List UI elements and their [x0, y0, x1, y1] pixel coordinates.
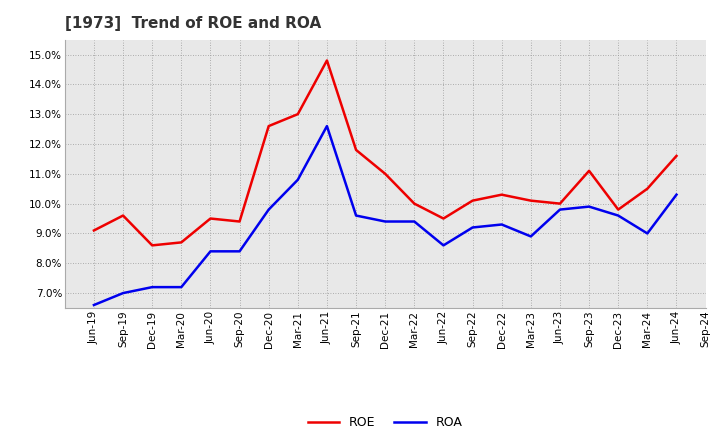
ROA: [119, 290, 127, 296]
ROE: [119, 213, 127, 218]
ROE: [352, 147, 361, 153]
Line: ROE: ROE: [94, 60, 677, 246]
ROA: [410, 219, 418, 224]
ROA: [264, 207, 273, 212]
Text: [1973]  Trend of ROE and ROA: [1973] Trend of ROE and ROA: [65, 16, 321, 32]
ROE: [526, 198, 535, 203]
ROA: [439, 243, 448, 248]
ROA: [468, 225, 477, 230]
ROE: [585, 168, 593, 173]
ROA: [148, 285, 156, 290]
ROE: [235, 219, 244, 224]
ROA: [89, 302, 98, 308]
ROA: [498, 222, 506, 227]
ROA: [643, 231, 652, 236]
ROE: [323, 58, 331, 63]
ROA: [206, 249, 215, 254]
ROE: [294, 111, 302, 117]
ROA: [294, 177, 302, 183]
ROA: [614, 213, 623, 218]
ROA: [526, 234, 535, 239]
ROE: [643, 186, 652, 191]
ROA: [323, 124, 331, 129]
ROE: [672, 153, 681, 158]
Line: ROA: ROA: [94, 126, 677, 305]
ROE: [206, 216, 215, 221]
ROA: [235, 249, 244, 254]
ROA: [672, 192, 681, 197]
ROA: [177, 285, 186, 290]
ROE: [148, 243, 156, 248]
ROE: [89, 228, 98, 233]
ROE: [410, 201, 418, 206]
ROE: [439, 216, 448, 221]
ROE: [614, 207, 623, 212]
ROE: [468, 198, 477, 203]
ROE: [177, 240, 186, 245]
ROA: [352, 213, 361, 218]
ROE: [264, 124, 273, 129]
ROE: [556, 201, 564, 206]
ROA: [556, 207, 564, 212]
ROA: [585, 204, 593, 209]
ROA: [381, 219, 390, 224]
ROE: [498, 192, 506, 197]
ROE: [381, 171, 390, 176]
Legend: ROE, ROA: ROE, ROA: [308, 416, 462, 429]
